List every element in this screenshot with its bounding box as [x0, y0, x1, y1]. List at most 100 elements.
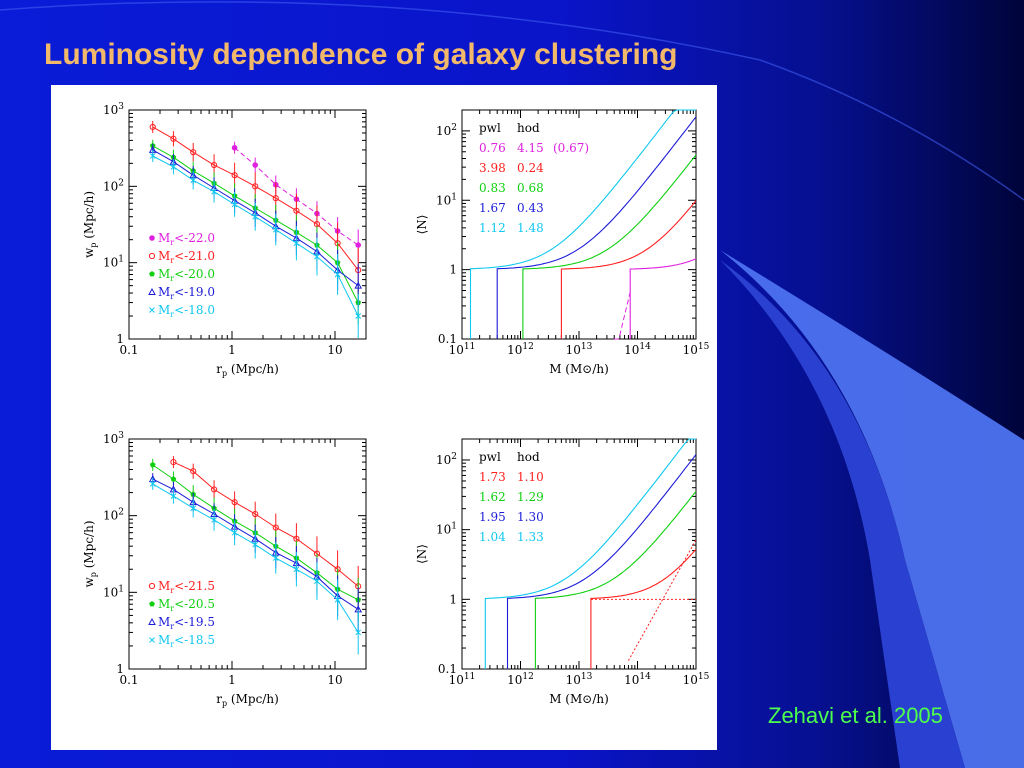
wp-chart-bottom: 0.1 1 101101102103Mr<-21.5Mr<-20.5Mr<-19.5… [82, 431, 367, 708]
data-point [293, 207, 300, 214]
data-point [231, 201, 238, 208]
data-point [252, 213, 259, 220]
legend-pwl-value: 0.83 [479, 181, 506, 195]
hod-curve-green [522, 154, 697, 339]
legend-hod-value: 1.48 [517, 221, 544, 235]
legend-hod-value: 4.15 [517, 141, 544, 155]
decor-curve-light [720, 250, 1024, 768]
data-point [210, 161, 218, 169]
data-point [314, 253, 320, 260]
legend-label: Mr<-18.0 [158, 303, 215, 319]
legend-pwl-value: 1.67 [479, 201, 506, 215]
series-cyan [149, 149, 362, 339]
hod-dotted-satellite [627, 539, 697, 661]
data-point [148, 287, 156, 295]
x-axis-title: rp (Mpc/h) [216, 362, 279, 378]
legend-extra-value: (0.67) [553, 141, 589, 155]
data-point [149, 461, 156, 468]
y-tick-label: 101 [436, 192, 457, 207]
legend-hod-value: 1.33 [517, 530, 544, 544]
x-tick-label: 1013 [566, 672, 593, 687]
legend-pwl-value: 1.73 [479, 470, 506, 484]
x-tick-label: 1014 [624, 672, 651, 687]
data-point [252, 183, 259, 190]
legend-label: Mr<-21.5 [158, 579, 215, 595]
figure-svg: 0.1 1 101101102103Mr<-22.0Mr<-21.0Mr<-20.0… [82, 102, 710, 708]
data-point [170, 135, 177, 142]
legend-header-hod: hod [517, 121, 540, 135]
data-point [149, 307, 155, 313]
data-point [170, 476, 177, 482]
data-point [252, 510, 259, 518]
legend-header-pwl: pwl [479, 450, 501, 464]
hod-curve-green [534, 490, 697, 669]
x-tick-label: 1011 [449, 672, 476, 687]
x-axis-title: M (M⊙/h) [549, 362, 609, 376]
hod-curve-red [560, 200, 697, 339]
data-point [231, 499, 238, 506]
x-tick-label: 0.1 [119, 343, 138, 357]
hod-line [560, 200, 697, 339]
data-point [148, 582, 156, 590]
data-point [149, 637, 155, 643]
legend-hod-value: 0.24 [517, 161, 544, 175]
decor-arc-top [0, 1, 1024, 201]
legend-hod-value: 1.30 [517, 510, 544, 524]
data-point [190, 468, 197, 475]
legend-pwl-value: 3.98 [479, 161, 506, 175]
legend-label: Mr<-19.5 [158, 615, 215, 631]
data-point [149, 153, 156, 159]
legend-header-hod: hod [517, 450, 540, 464]
data-point [149, 480, 156, 487]
x-tick-label: 1 [228, 673, 236, 687]
hod-line [506, 454, 697, 669]
hod-line [496, 116, 697, 339]
y-tick-label: 103 [103, 102, 124, 117]
hod-line [469, 109, 696, 339]
hod-line [629, 258, 697, 339]
hod-curve-blue [496, 116, 697, 339]
x-tick-label: 1 [228, 343, 236, 357]
data-point [293, 240, 300, 247]
citation: Zehavi et al. 2005 [768, 703, 943, 728]
x-tick-label: 1012 [507, 342, 534, 357]
data-point [252, 162, 259, 168]
legend-header-pwl: pwl [479, 121, 501, 135]
x-tick-label: 0.1 [119, 673, 138, 687]
hod-curve-blue [506, 454, 697, 669]
hod-line [534, 490, 697, 669]
figure-panel: 0.1 1 10 1 101 102 103 Mr<-22.0 Mr<-21.0 Mr<-20.0… [51, 85, 717, 750]
data-point [231, 144, 238, 151]
data-point [149, 123, 156, 131]
data-point [272, 226, 279, 233]
y-tick-label: 102 [103, 178, 124, 193]
data-point [190, 149, 197, 156]
legend-label: Mr<-22.0 [158, 231, 215, 247]
hod-curve-cyan [484, 438, 696, 669]
y-axis-title: ⟨N⟩ [415, 544, 429, 564]
data-point [272, 195, 279, 202]
data-point [170, 493, 177, 499]
legend-hod-value: 0.43 [517, 201, 544, 215]
data-point [354, 281, 363, 289]
data-point [231, 529, 238, 536]
x-tick-label: 1014 [624, 342, 651, 357]
x-tick-label: 10 [327, 343, 342, 357]
data-point [231, 172, 238, 179]
legend-label: Mr<-20.5 [158, 597, 215, 613]
legend-pwl-value: 1.04 [479, 530, 506, 544]
data-point [170, 458, 177, 466]
y-axis-title: wp (Mpc/h) [82, 191, 98, 258]
data-point [355, 313, 362, 319]
data-point [210, 486, 218, 493]
slide-title: Luminosity dependence of galaxy clusteri… [44, 38, 678, 71]
data-point [149, 601, 155, 607]
legend-pwl-value: 0.76 [479, 141, 506, 155]
data-point [190, 505, 197, 512]
hod-curve-magenta [614, 258, 697, 340]
hod-curve-red [590, 539, 697, 669]
x-tick-label: 1011 [449, 342, 476, 357]
data-point [252, 541, 259, 548]
model-line [173, 461, 359, 587]
legend-label: Mr<-20.0 [158, 267, 215, 283]
